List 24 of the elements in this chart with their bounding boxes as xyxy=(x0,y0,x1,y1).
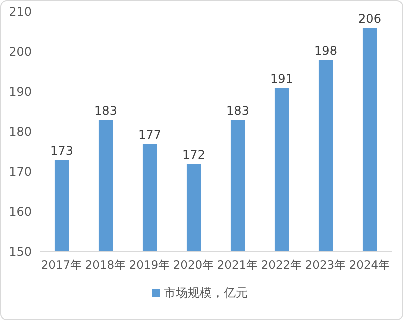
data-label: 183 xyxy=(226,104,250,118)
data-label: 198 xyxy=(314,44,338,58)
y-tick-label: 160 xyxy=(9,205,32,219)
data-label: 173 xyxy=(50,144,74,158)
y-tick-label: 210 xyxy=(9,5,32,19)
y-tick-label: 190 xyxy=(9,85,32,99)
y-tick-label: 150 xyxy=(9,245,32,259)
y-tick-label: 170 xyxy=(9,165,32,179)
y-tick-label: 200 xyxy=(9,45,32,59)
data-label: 191 xyxy=(270,72,294,86)
x-tick-label: 2021年 xyxy=(217,258,259,272)
legend-label: 市场规模，亿元 xyxy=(164,286,248,300)
data-label: 172 xyxy=(182,148,206,162)
x-tick-label: 2020年 xyxy=(173,258,215,272)
data-label: 183 xyxy=(94,104,118,118)
y-tick-label: 180 xyxy=(9,125,32,139)
x-tick-label: 2024年 xyxy=(349,258,391,272)
data-label: 177 xyxy=(138,128,162,142)
x-tick-label: 2018年 xyxy=(85,258,127,272)
x-tick-label: 2017年 xyxy=(41,258,83,272)
x-tick-label: 2023年 xyxy=(305,258,347,272)
data-label: 206 xyxy=(358,12,382,26)
x-tick-label: 2022年 xyxy=(261,258,303,272)
x-tick-label: 2019年 xyxy=(129,258,171,272)
